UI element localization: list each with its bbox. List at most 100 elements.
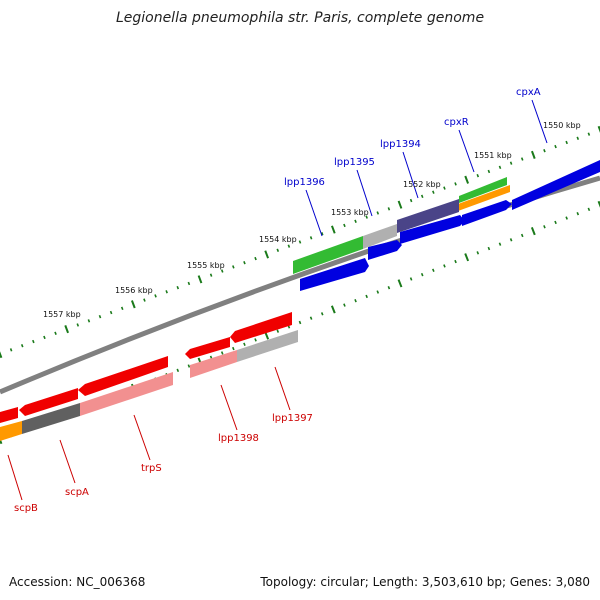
tick-mark — [432, 190, 435, 194]
tick-mark — [454, 259, 457, 264]
tick-mark — [443, 264, 446, 268]
tick-mark — [187, 364, 191, 368]
tick-mark — [420, 272, 424, 277]
tick-mark — [220, 351, 224, 355]
gene-label-lpp1395[interactable]: lpp1395 — [334, 157, 375, 168]
cog-bar-scpB — [0, 421, 22, 441]
tick-mark — [397, 200, 403, 209]
tick-mark — [454, 182, 457, 186]
tick-mark — [276, 248, 280, 252]
gene-arrow-cpxR[interactable] — [462, 200, 512, 226]
tick-mark — [554, 144, 557, 149]
tick-mark — [587, 132, 591, 136]
tick-mark — [354, 219, 357, 223]
map-title: Legionella pneumophila str. Paris, compl… — [115, 10, 485, 26]
cog-bar-scpA — [22, 403, 80, 434]
gene-label-scpB[interactable]: scpB — [14, 503, 38, 514]
tick-mark — [498, 165, 502, 170]
tick-mark — [387, 285, 391, 290]
gene-arrow-lpp1396[interactable] — [300, 258, 369, 291]
tick-mark — [343, 223, 346, 228]
gene-arrow-scpB[interactable] — [0, 407, 18, 423]
scale-label: 1557 kbp — [43, 310, 81, 319]
tick-mark — [154, 294, 157, 298]
tick-mark — [420, 194, 424, 199]
tick-mark — [43, 335, 46, 340]
tick-mark — [64, 325, 70, 334]
label-leaders — [7, 99, 548, 501]
tick-mark — [54, 331, 57, 335]
leader-lpp1397 — [274, 366, 291, 411]
cog-bar-lpp1394 — [397, 199, 459, 233]
tick-mark — [197, 275, 203, 284]
tick-mark — [176, 285, 180, 290]
scale-label: 1556 kbp — [115, 286, 153, 295]
tick-mark — [409, 198, 413, 203]
tick-mark — [143, 298, 146, 302]
tick-mark — [187, 281, 191, 286]
tick-mark — [597, 200, 600, 208]
tick-mark — [330, 225, 336, 234]
leader-lpp1396 — [305, 189, 323, 237]
tick-mark — [320, 232, 324, 236]
tick-mark — [498, 242, 502, 246]
gene-label-lpp1398[interactable]: lpp1398 — [218, 433, 259, 444]
gene-arrow-trpS[interactable] — [78, 356, 168, 396]
tick-mark — [487, 246, 491, 251]
tick-mark — [298, 240, 302, 244]
cog-bar-cpxR — [458, 185, 510, 211]
gene-arrow-lpp1397[interactable] — [230, 312, 292, 343]
tick-mark — [330, 305, 336, 314]
tick-mark — [464, 253, 470, 262]
tick-mark — [76, 323, 80, 327]
tick-mark — [176, 368, 180, 373]
scale-label: 1553 kbp — [331, 208, 369, 217]
gene-label-lpp1394[interactable]: lpp1394 — [380, 139, 421, 150]
gene-label-trpS[interactable]: trpS — [141, 463, 162, 474]
tick-mark — [209, 273, 213, 277]
scale-label: 1554 kbp — [259, 235, 297, 244]
tick-mark — [543, 149, 546, 153]
tick-mark — [409, 277, 413, 281]
gene-arrow-scpA[interactable] — [19, 388, 78, 416]
gene-label-cpxR[interactable]: cpxR — [444, 117, 469, 128]
tick-mark — [165, 290, 168, 294]
tick-mark — [309, 316, 313, 320]
leader-cpxA — [531, 99, 548, 144]
gene-arrow-lpp1398[interactable] — [185, 337, 230, 359]
cog-bar-cpxA — [459, 177, 507, 203]
tick-mark — [354, 299, 357, 303]
tick-mark — [387, 207, 391, 211]
leader-lpp1398 — [220, 384, 238, 431]
tick-mark — [576, 212, 580, 216]
tick-mark — [232, 265, 235, 269]
cog-bar-lpp1397 — [237, 330, 298, 362]
tick-mark — [32, 339, 35, 344]
gene-arrow-lpp1395[interactable] — [368, 240, 402, 260]
tick-mark — [0, 437, 3, 445]
tick-mark — [443, 186, 446, 190]
gene-label-lpp1397[interactable]: lpp1397 — [272, 413, 313, 424]
tick-mark — [487, 169, 491, 174]
gene-label-cpxA[interactable]: cpxA — [516, 87, 541, 98]
tick-mark — [397, 279, 403, 288]
scale-label: 1552 kbp — [403, 180, 441, 189]
tick-mark — [554, 220, 557, 225]
gene-label-scpA[interactable]: scpA — [65, 487, 89, 498]
leader-trpS — [133, 414, 151, 461]
tick-mark — [254, 338, 257, 342]
tick-mark — [287, 244, 291, 248]
tick-mark — [320, 312, 324, 316]
gene-arrow-lpp1394[interactable] — [400, 215, 465, 244]
gene-label-lpp1396[interactable]: lpp1396 — [284, 177, 325, 188]
tick-mark — [130, 300, 136, 309]
tick-mark — [87, 319, 91, 323]
tick-mark — [243, 261, 246, 265]
scale-label: 1555 kbp — [187, 261, 225, 270]
cog-bar-lpp1395 — [363, 224, 397, 249]
accession-text: Accession: NC_006368 — [9, 575, 146, 589]
leader-lpp1394 — [402, 151, 419, 199]
tick-mark — [530, 227, 536, 236]
gene-arrow-cpxA[interactable] — [512, 160, 600, 210]
